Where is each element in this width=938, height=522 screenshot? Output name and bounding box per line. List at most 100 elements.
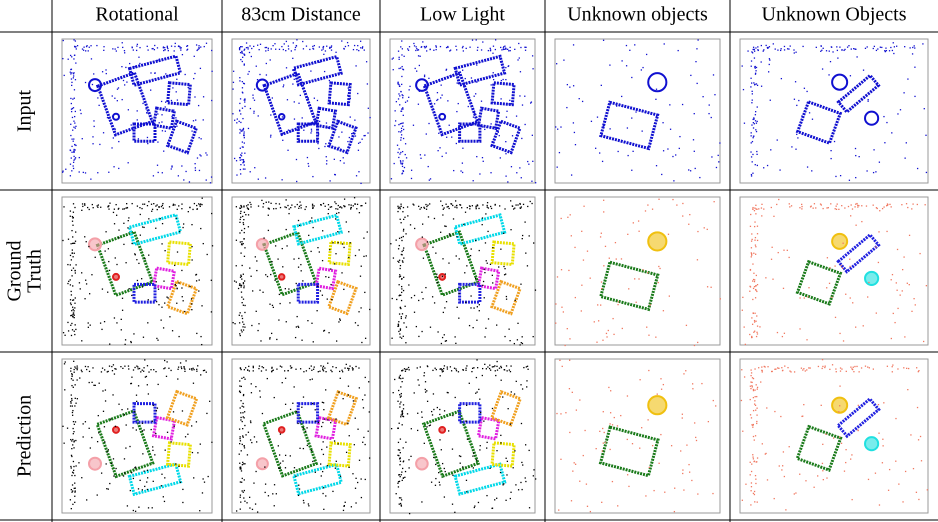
point: [72, 252, 73, 253]
point: [241, 152, 242, 153]
point: [397, 455, 398, 456]
point: [122, 208, 123, 209]
point: [507, 181, 508, 182]
point: [399, 86, 400, 87]
point: [647, 204, 648, 205]
point: [136, 429, 137, 430]
point: [830, 158, 831, 159]
point: [63, 206, 64, 207]
point: [635, 111, 636, 112]
point: [245, 214, 246, 215]
point: [245, 434, 246, 435]
point: [808, 367, 809, 368]
point: [837, 50, 838, 51]
point: [72, 490, 73, 491]
point: [485, 213, 486, 214]
point: [822, 470, 823, 471]
point: [248, 71, 249, 72]
point: [181, 287, 182, 288]
point: [198, 290, 199, 291]
point: [368, 431, 369, 432]
point: [678, 50, 679, 51]
point: [79, 377, 80, 378]
point: [155, 228, 156, 229]
point: [435, 478, 436, 479]
point: [242, 81, 243, 82]
point: [239, 385, 240, 386]
point: [835, 208, 836, 209]
point: [751, 337, 752, 338]
point: [65, 169, 66, 170]
point: [181, 203, 182, 204]
point: [239, 121, 240, 122]
point: [97, 494, 98, 495]
point: [573, 44, 574, 45]
point: [183, 179, 184, 180]
point: [755, 285, 756, 286]
point: [321, 449, 322, 450]
point: [92, 367, 93, 368]
point: [429, 179, 430, 180]
point: [253, 482, 254, 483]
point: [142, 453, 143, 454]
point: [745, 484, 746, 485]
point: [873, 205, 874, 206]
point: [137, 366, 138, 367]
point: [176, 288, 177, 289]
point: [64, 335, 65, 336]
point: [835, 317, 836, 318]
point: [326, 122, 327, 123]
point: [399, 403, 400, 404]
point: [441, 84, 442, 85]
point: [432, 247, 433, 248]
point: [513, 467, 514, 468]
point: [460, 456, 461, 457]
point: [295, 337, 296, 338]
point: [102, 390, 103, 391]
point: [879, 162, 880, 163]
point: [756, 384, 757, 385]
point: [283, 49, 284, 50]
point: [609, 258, 610, 259]
point: [240, 52, 241, 53]
point: [609, 64, 610, 65]
point: [147, 49, 148, 50]
point: [74, 372, 75, 373]
point: [757, 388, 758, 389]
point: [639, 448, 640, 449]
point: [275, 203, 276, 204]
point: [439, 439, 440, 440]
point: [348, 231, 349, 232]
point: [514, 450, 515, 451]
point: [239, 103, 240, 104]
point: [449, 50, 450, 51]
point: [398, 51, 399, 52]
point: [820, 45, 821, 46]
point: [482, 204, 483, 205]
point: [400, 67, 401, 68]
point: [830, 203, 831, 204]
point: [852, 302, 853, 303]
point: [403, 219, 404, 220]
point: [89, 428, 90, 429]
point: [326, 156, 327, 157]
point: [206, 413, 207, 414]
point: [258, 205, 259, 206]
point: [500, 435, 501, 436]
point: [193, 78, 194, 79]
point: [641, 69, 642, 70]
point: [402, 381, 403, 382]
point: [697, 231, 698, 232]
point: [529, 507, 530, 508]
point: [555, 322, 556, 323]
point: [358, 171, 359, 172]
point: [113, 458, 114, 459]
point: [775, 48, 776, 49]
point: [246, 47, 247, 48]
point: [211, 280, 212, 281]
point: [247, 48, 248, 49]
point: [200, 46, 201, 47]
point: [243, 497, 244, 498]
point: [241, 482, 242, 483]
point: [359, 387, 360, 388]
